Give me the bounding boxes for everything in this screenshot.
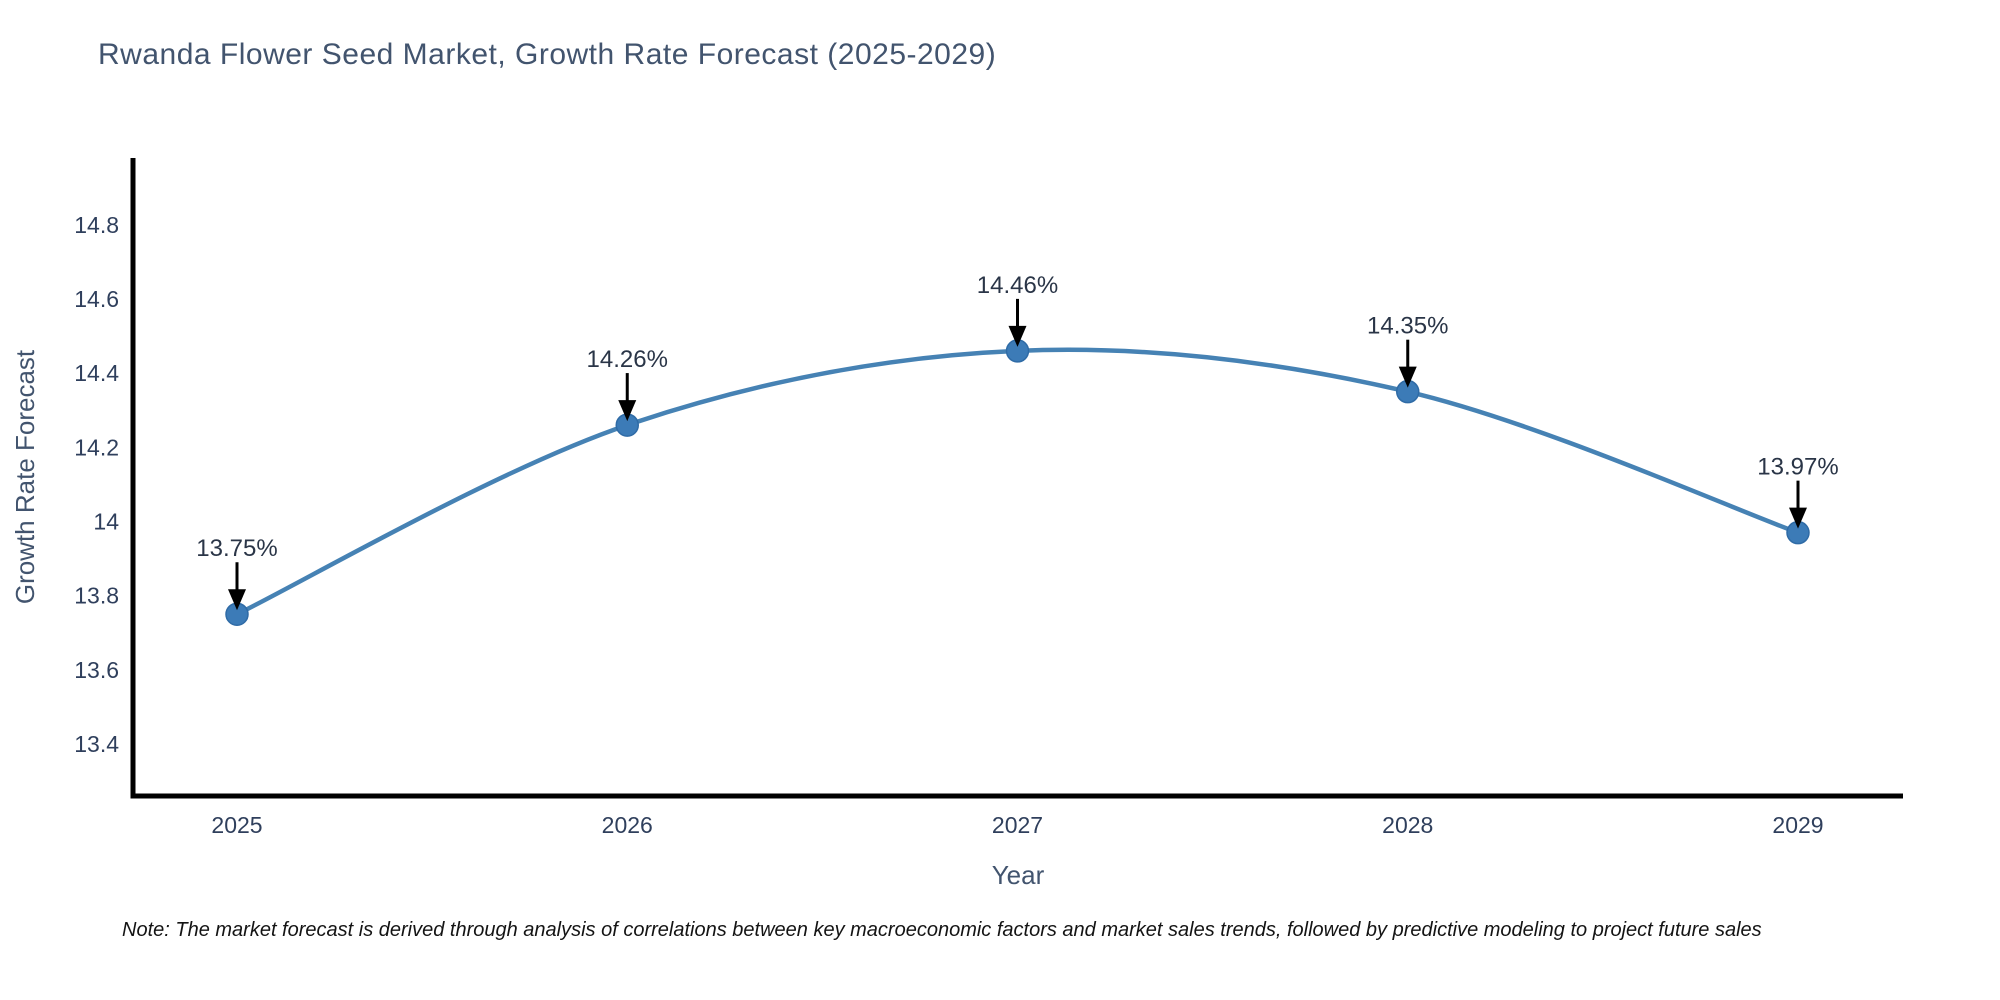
x-tick-label: 2028 [1382, 812, 1433, 838]
point-label: 14.46% [977, 272, 1058, 299]
x-tick-label: 2029 [1772, 812, 1823, 838]
annotation-arrow-head [1398, 366, 1417, 388]
annotation-arrow-head [1789, 507, 1807, 529]
annotation-arrow-head [618, 400, 637, 422]
y-axis-title: Growth Rate Forecast [10, 349, 40, 604]
y-tick-label: 14.2 [74, 434, 119, 460]
point-label: 13.75% [196, 535, 277, 562]
y-tick-label: 13.4 [74, 731, 119, 757]
y-tick-label: 14.4 [74, 360, 119, 386]
y-tick-label: 14.8 [74, 212, 119, 238]
point-label: 13.97% [1757, 454, 1838, 481]
y-tick-label: 14.6 [74, 286, 119, 312]
chart-title: Rwanda Flower Seed Market, Growth Rate F… [98, 38, 997, 71]
x-axis-title: Year [992, 860, 1045, 890]
x-tick-label: 2027 [992, 812, 1043, 838]
annotation-arrow-head [1008, 325, 1027, 347]
trend-line [234, 347, 1801, 617]
x-tick-label: 2026 [602, 812, 653, 838]
point-label: 14.35% [1367, 313, 1448, 340]
y-tick-label: 14 [93, 509, 119, 535]
point-label: 14.26% [587, 346, 668, 373]
x-tick-label: 2025 [211, 812, 262, 838]
y-tick-label: 13.6 [74, 657, 119, 683]
y-tick-label: 13.8 [74, 583, 119, 609]
chart-footnote: Note: The market forecast is derived thr… [122, 919, 1762, 941]
annotation-arrow-head [228, 589, 246, 611]
